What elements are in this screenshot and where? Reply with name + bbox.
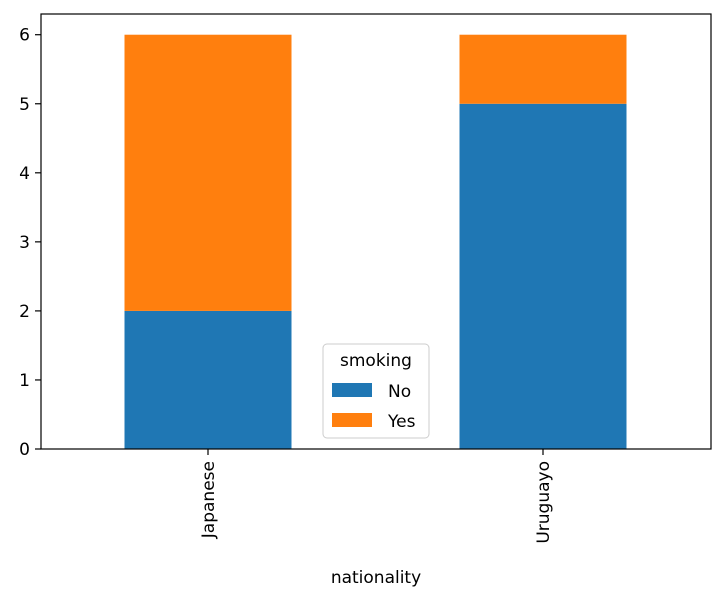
y-tick-label: 5 bbox=[19, 95, 30, 115]
axes-frame bbox=[40, 13, 712, 450]
y-axis: 0 1 2 3 4 5 6 bbox=[19, 26, 41, 460]
x-axis-label: nationality bbox=[331, 568, 421, 588]
x-tick-label-japanese: Japanese bbox=[199, 461, 219, 539]
bars-layer bbox=[124, 34, 627, 449]
bar-uruguayo-yes bbox=[459, 34, 627, 104]
bar-japanese-no bbox=[124, 310, 292, 449]
bar-uruguayo-no bbox=[459, 103, 627, 449]
y-tick-label: 0 bbox=[19, 440, 30, 460]
y-tick-label: 3 bbox=[19, 233, 30, 253]
legend-swatch-no bbox=[332, 383, 372, 397]
y-tick-label: 1 bbox=[19, 371, 30, 391]
bar-japanese-yes bbox=[124, 34, 292, 311]
x-axis: Japanese Uruguayo bbox=[199, 449, 554, 544]
legend-swatch-yes bbox=[332, 413, 372, 427]
legend-title: smoking bbox=[340, 351, 412, 371]
legend-label-no: No bbox=[388, 382, 411, 402]
y-tick-label: 4 bbox=[19, 164, 30, 184]
x-tick-label-uruguayo: Uruguayo bbox=[534, 461, 554, 544]
y-tick-label: 6 bbox=[19, 26, 30, 46]
legend: smoking No Yes bbox=[322, 343, 430, 439]
y-tick-label: 2 bbox=[19, 302, 30, 322]
legend-label-yes: Yes bbox=[387, 412, 416, 432]
